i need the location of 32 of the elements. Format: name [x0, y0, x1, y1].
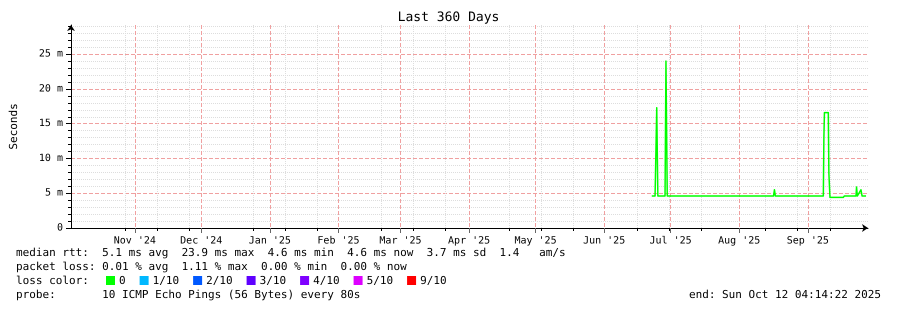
chart-title: Last 360 Days — [398, 10, 500, 25]
x-tick-label: Nov '24 — [114, 236, 156, 246]
text: packet loss: 0.01 % avg 1.11 % max 0.00 % min 0.00 % now — [16, 260, 408, 273]
x-tick-label: Jul '25 — [649, 236, 692, 246]
y-tick-label: 25 m — [38, 48, 63, 60]
legend-label: 4/10 — [313, 274, 340, 287]
legend-label: 0 — [119, 274, 126, 287]
text: end: Sun Oct 12 04:14:22 2025 — [688, 288, 882, 301]
x-tick-label: Jun '25 — [583, 236, 626, 246]
x-tick-label: Feb '25 — [317, 236, 360, 246]
x-tick-label: Aug '25 — [718, 236, 760, 246]
legend-label: 9/10 — [420, 274, 447, 287]
y-axis-title: Seconds — [7, 103, 20, 150]
x-tick-label: Jan '25 — [248, 236, 291, 246]
x-tick-label: Dec '24 — [180, 236, 222, 246]
y-tick-label: 20 m — [38, 83, 63, 94]
y-tick-label: 15 m — [38, 118, 63, 130]
x-tick-label: Sep '25 — [786, 236, 829, 246]
x-tick-label: Apr '25 — [448, 236, 490, 246]
legend-label: 2/10 — [206, 274, 233, 287]
text: probe: 10 ICMP Echo Pings (56 Bytes) every 80s — [16, 288, 360, 301]
x-tick-label: May '25 — [514, 236, 557, 246]
y-tick-label: 0 — [56, 222, 63, 234]
x-tick-label: Mar '25 — [379, 236, 422, 246]
text: median rtt: 5.1 ms avg 23.9 ms max 4.6 ms min 4.6 ms now 3.7 ms sd 1.4 am/s — [16, 246, 566, 259]
line-series — [651, 60, 867, 198]
y-tick-label: 10 m — [38, 152, 63, 164]
legend-label: 5/10 — [366, 274, 394, 287]
y-tick-label: 5 m — [44, 188, 63, 199]
legend-title: loss color: — [16, 274, 89, 287]
legend-label: 1/10 — [152, 274, 180, 287]
legend-label: 3/10 — [260, 274, 286, 287]
